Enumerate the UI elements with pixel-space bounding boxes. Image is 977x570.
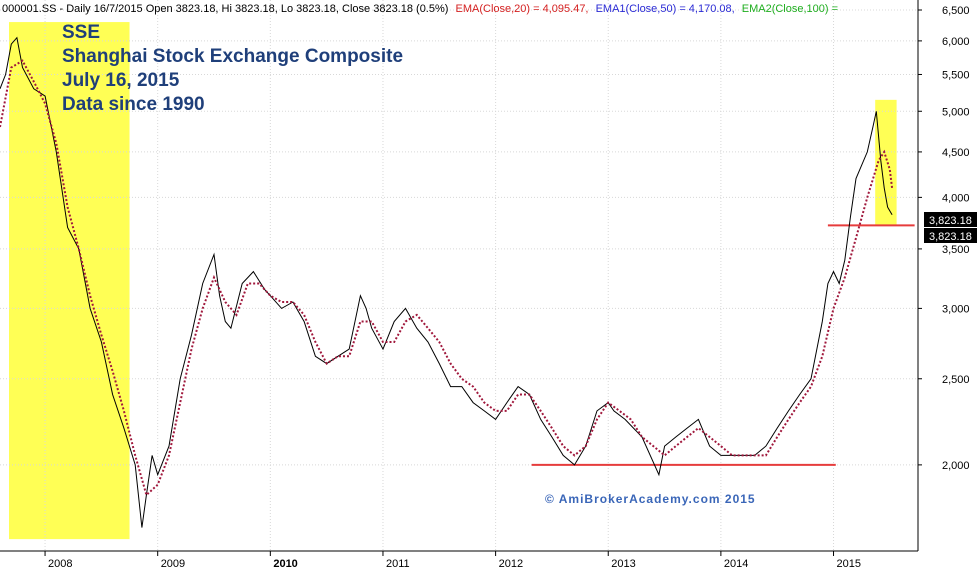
x-tick-label: 2011 <box>386 558 410 570</box>
y-tick-label: 3,000 <box>942 303 970 315</box>
x-axis-ticks: 2008 2009 2010 2011 2012 2013 2014 2015 <box>44 551 861 570</box>
x-tick-label: 2009 <box>161 558 185 570</box>
ema-series-line <box>0 59 894 497</box>
header-ema100: EMA2(Close,100) = <box>742 3 838 15</box>
y-tick-label: 5,000 <box>942 106 970 118</box>
y-tick-label: 3,500 <box>942 244 970 256</box>
x-tick-label: 2013 <box>611 558 635 570</box>
price-label-lower-text: 3,823.18 <box>929 231 972 243</box>
header-ema20: EMA(Close,20) = 4,095.47, <box>456 3 589 15</box>
highlight-region-0 <box>9 22 130 540</box>
y-tick-label: 2,000 <box>942 460 970 472</box>
title-line-4: Data since 1990 <box>62 94 205 115</box>
chart-header: 000001.SS - Daily 16/7/2015 Open 3823.18… <box>2 3 838 15</box>
x-tick-label: 2012 <box>499 558 523 570</box>
price-label-upper-text: 3,823.18 <box>929 215 972 227</box>
y-tick-label: 5,500 <box>942 69 970 81</box>
header-ema50: EMA1(Close,50) = 4,170.08, <box>596 3 735 15</box>
watermark: © AmiBrokerAcademy.com 2015 <box>545 492 756 506</box>
y-tick-label: 4,000 <box>942 192 970 204</box>
highlight-layer <box>9 22 897 540</box>
price-label-lower: 3,823.18 <box>924 228 977 243</box>
title-line-1: SSE <box>62 22 100 43</box>
x-tick-label: 2015 <box>837 558 861 570</box>
y-tick-label: 4,500 <box>942 147 970 159</box>
price-series-line <box>0 36 893 528</box>
x-tick-label: 2010 <box>273 558 297 570</box>
support-line-layer <box>531 224 915 466</box>
y-tick-label: 6,000 <box>942 36 970 48</box>
title-line-2: Shanghai Stock Exchange Composite <box>62 46 403 67</box>
highlight-region-1 <box>875 99 897 226</box>
y-tick-label: 2,500 <box>942 374 970 386</box>
y-axis-ticks: 2,000 2,500 3,000 3,500 4,000 4,500 5,000 5,500… <box>918 5 970 472</box>
y-tick-label: 6,500 <box>942 5 970 17</box>
x-tick-label: 2014 <box>724 558 748 570</box>
price-label-upper: 3,823.18 <box>924 212 977 227</box>
title-line-3: July 16, 2015 <box>62 70 180 91</box>
x-tick-label: 2008 <box>48 558 72 570</box>
header-prefix: 000001.SS - Daily 16/7/2015 Open 3823.18… <box>2 3 448 15</box>
